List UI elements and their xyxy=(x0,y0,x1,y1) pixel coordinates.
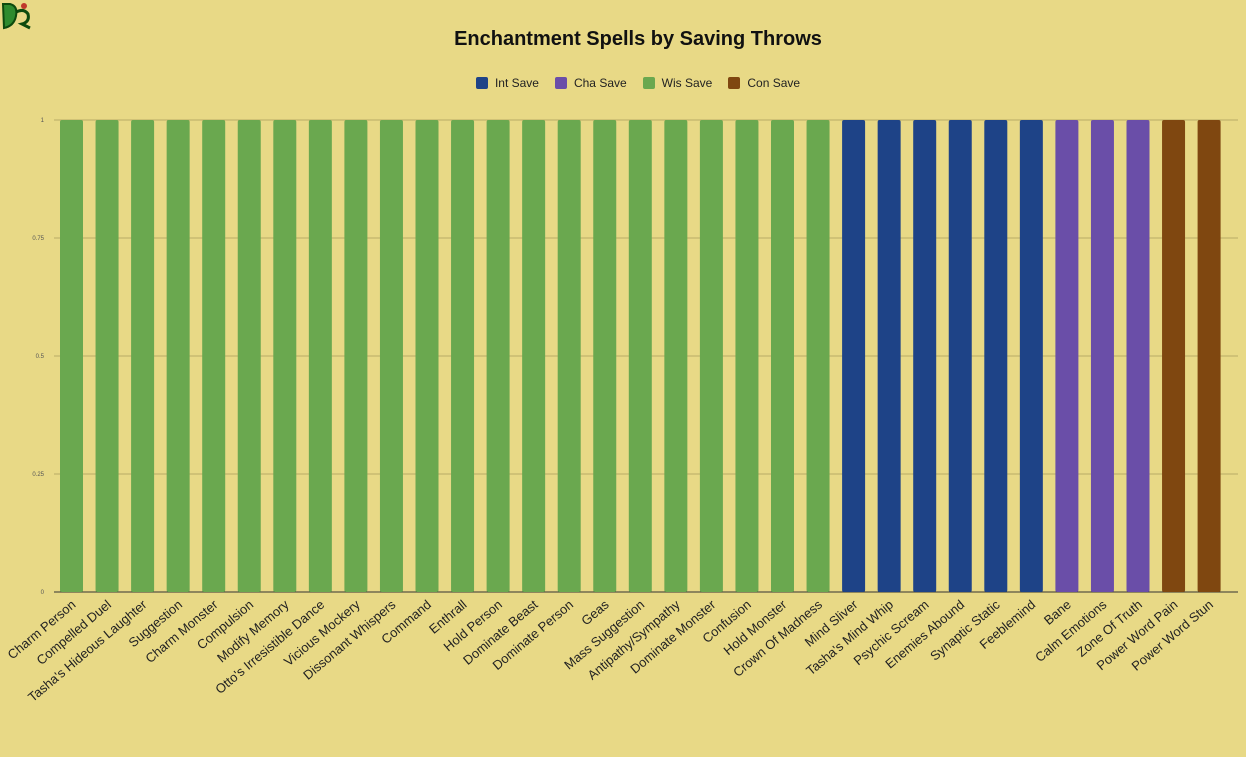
legend-label: Int Save xyxy=(494,76,539,90)
dragon-logo-icon xyxy=(1,3,31,30)
legend-label: Cha Save xyxy=(573,76,627,90)
bar[interactable] xyxy=(379,120,403,592)
bar[interactable] xyxy=(451,120,475,592)
legend-item: Wis Save xyxy=(642,76,713,90)
bar[interactable] xyxy=(1197,120,1221,592)
bar[interactable] xyxy=(984,120,1008,592)
bar[interactable] xyxy=(273,120,297,592)
bar[interactable] xyxy=(593,120,617,592)
legend-swatch xyxy=(475,77,488,89)
legend-swatch xyxy=(728,77,741,89)
bar[interactable] xyxy=(1055,120,1079,592)
bar[interactable] xyxy=(664,120,688,592)
y-tick-label: 0.75 xyxy=(32,236,44,242)
bar[interactable] xyxy=(486,120,510,592)
bar[interactable] xyxy=(344,120,368,592)
bar[interactable] xyxy=(1126,120,1150,592)
y-tick-label: 1 xyxy=(41,118,45,124)
bar[interactable] xyxy=(557,120,581,592)
bar[interactable] xyxy=(522,120,546,592)
bar[interactable] xyxy=(913,120,937,592)
legend-label: Wis Save xyxy=(661,76,713,90)
legend-item: Int Save xyxy=(475,76,539,90)
bar[interactable] xyxy=(699,120,723,592)
legend-item: Cha Save xyxy=(554,76,627,90)
y-tick-label: 0.25 xyxy=(32,472,44,478)
bar[interactable] xyxy=(202,120,226,592)
bar[interactable] xyxy=(1162,120,1186,592)
bar[interactable] xyxy=(735,120,759,592)
bar[interactable] xyxy=(1019,120,1043,592)
y-tick-label: 0 xyxy=(41,590,45,596)
bar[interactable] xyxy=(877,120,901,592)
legend-item: Con Save xyxy=(728,76,800,90)
legend-swatch xyxy=(642,77,655,89)
bar[interactable] xyxy=(842,120,866,592)
bar[interactable] xyxy=(308,120,332,592)
legend-swatch xyxy=(554,77,567,89)
bar[interactable] xyxy=(131,120,155,592)
bar[interactable] xyxy=(1090,120,1114,592)
chart-legend: Int Save Cha Save Wis Save Con Save xyxy=(0,76,1246,90)
bar[interactable] xyxy=(771,120,794,592)
chart-title: Enchantment Spells by Saving Throws xyxy=(454,28,822,50)
bar[interactable] xyxy=(95,120,119,592)
bar[interactable] xyxy=(60,120,83,592)
legend-label: Con Save xyxy=(747,76,801,90)
bar[interactable] xyxy=(166,120,190,592)
bar[interactable] xyxy=(948,120,972,592)
y-tick-label: 0.5 xyxy=(36,354,45,360)
bar[interactable] xyxy=(806,120,830,592)
bar[interactable] xyxy=(628,120,652,592)
bar[interactable] xyxy=(237,120,261,592)
bar[interactable] xyxy=(415,120,439,592)
